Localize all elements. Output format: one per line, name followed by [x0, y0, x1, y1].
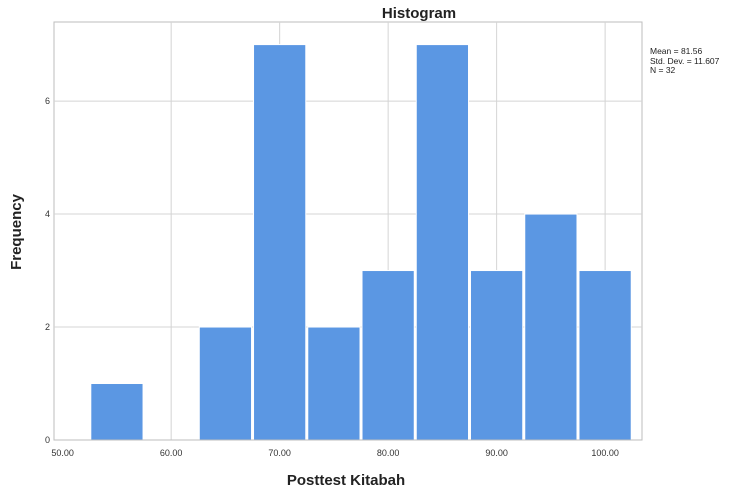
chart-title: Histogram — [382, 5, 456, 22]
x-tick-label: 90.00 — [485, 448, 508, 458]
histogram-bar — [524, 213, 578, 441]
histogram-bar — [415, 44, 470, 441]
histogram-bar — [470, 270, 524, 441]
histogram-bar — [307, 326, 361, 441]
x-axis-label: Posttest Kitabah — [287, 472, 405, 489]
stats-n: N = 32 — [650, 65, 676, 75]
x-tick-label: 100.00 — [591, 448, 619, 458]
bars — [54, 44, 642, 441]
y-tick-label: 0 — [45, 435, 50, 445]
y-axis-label: Frequency — [8, 193, 25, 270]
histogram-bar — [198, 326, 253, 441]
statistics-box: Mean = 81.56 Std. Dev. = 11.607 N = 32 — [650, 46, 720, 76]
y-tick-label: 6 — [45, 96, 50, 106]
stats-std-dev: Std. Dev. = 11.607 — [650, 55, 720, 66]
x-tick-label: 80.00 — [377, 448, 400, 458]
x-axis-ticks: 50.00 60.00 70.00 80.00 90.00 100.00 — [51, 448, 618, 458]
y-tick-label: 4 — [45, 209, 50, 219]
histogram-bar — [578, 270, 632, 441]
x-tick-label: 70.00 — [268, 448, 291, 458]
stats-mean: Mean = 81.56 — [650, 46, 703, 56]
y-axis-ticks: 0 2 4 6 — [45, 96, 50, 445]
histogram-bar — [90, 383, 144, 441]
x-tick-label: 60.00 — [160, 448, 183, 458]
y-tick-label: 2 — [45, 322, 50, 332]
histogram-bar — [361, 270, 415, 441]
histogram-bar — [253, 44, 307, 441]
x-tick-label: 50.00 — [51, 448, 74, 458]
